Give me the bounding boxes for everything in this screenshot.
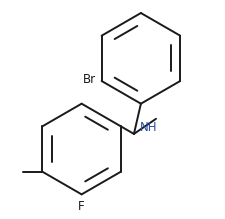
Text: NH: NH bbox=[140, 121, 157, 134]
Text: F: F bbox=[78, 200, 85, 213]
Text: Br: Br bbox=[82, 73, 95, 86]
